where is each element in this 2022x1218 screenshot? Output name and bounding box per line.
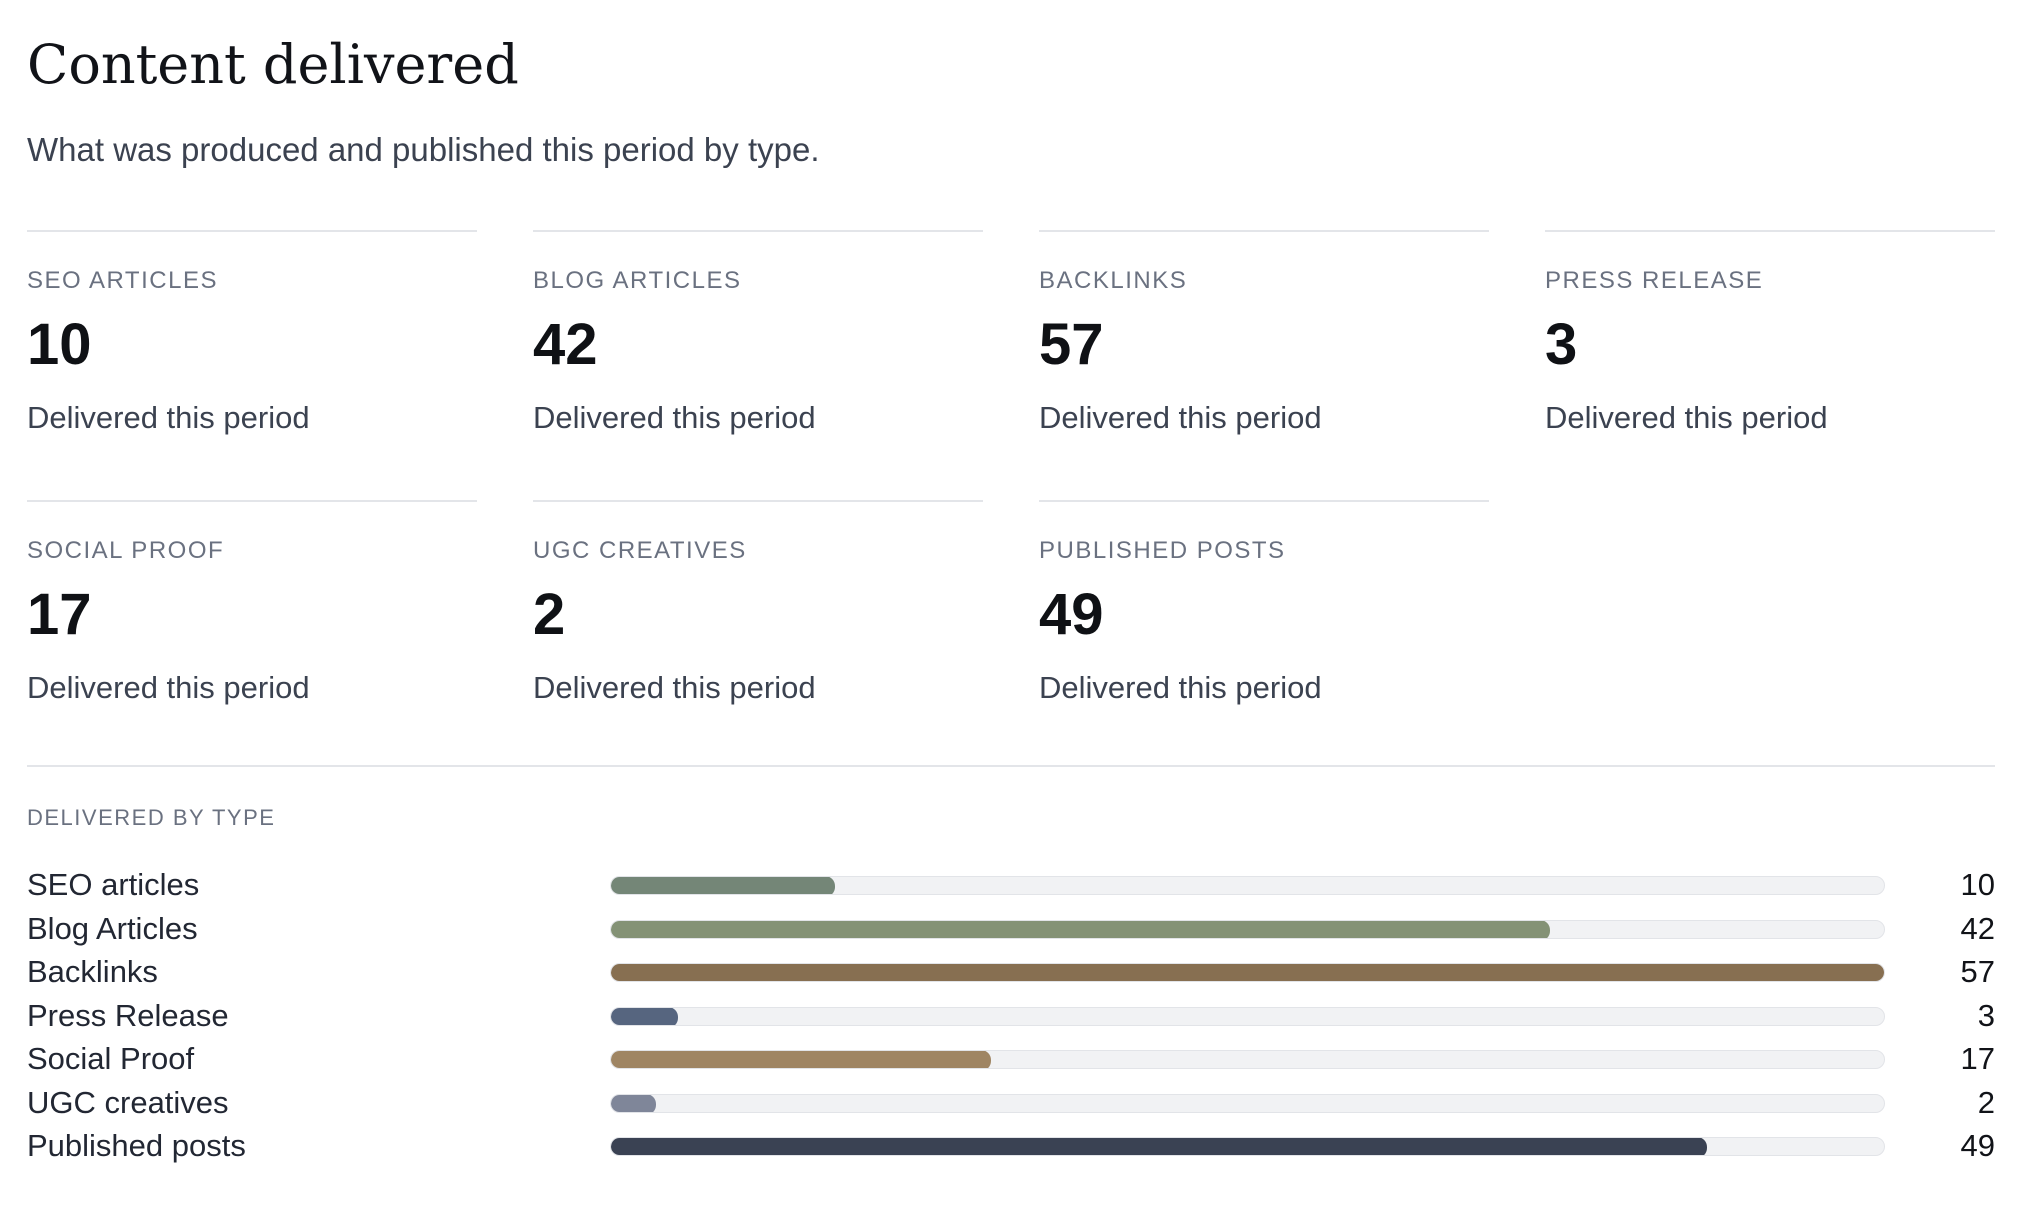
stat-label: BACKLINKS bbox=[1039, 267, 1188, 294]
bar-fill-ugc-creatives bbox=[611, 1094, 656, 1112]
bar-track bbox=[610, 1093, 1885, 1113]
bar-value: 3 bbox=[1977, 997, 1995, 1033]
bar-value: 42 bbox=[1960, 910, 1995, 946]
bar-value: 10 bbox=[1960, 867, 1995, 902]
bar-label: Backlinks bbox=[27, 954, 158, 989]
bar-track bbox=[610, 1137, 1885, 1156]
chart-title: DELIVERED BY TYPE bbox=[27, 805, 276, 830]
stat-card-social-proof: SOCIAL PROOF 17 Delivered this period bbox=[27, 500, 477, 770]
stat-card-backlinks: BACKLINKS 57 Delivered this period bbox=[1039, 230, 1489, 500]
stat-card-press-release: PRESS RELEASE 3 Delivered this period bbox=[1545, 230, 1995, 500]
bar-value: 2 bbox=[1977, 1084, 1995, 1120]
stat-caption: Delivered this period bbox=[1545, 400, 1828, 435]
stat-label: UGC CREATIVES bbox=[533, 537, 747, 564]
stat-caption: Delivered this period bbox=[533, 400, 816, 435]
bar-row-blog-articles: Blog Articles 42 bbox=[27, 907, 1995, 951]
bar-row-social-proof: Social Proof 17 bbox=[27, 1037, 1995, 1081]
bar-label: SEO articles bbox=[27, 867, 200, 902]
bar-label: Blog Articles bbox=[27, 910, 198, 946]
stat-value: 42 bbox=[533, 312, 598, 377]
bar-fill-blog-articles bbox=[611, 920, 1551, 938]
bar-track bbox=[610, 1006, 1885, 1026]
stat-card-ugc-creatives: UGC CREATIVES 2 Delivered this period bbox=[533, 500, 983, 770]
bar-row-backlinks: Backlinks 57 bbox=[27, 950, 1995, 994]
stat-value: 3 bbox=[1545, 312, 1578, 377]
stat-grid: SEO ARTICLES 10 Delivered this period BL… bbox=[27, 230, 1995, 770]
bar-fill-press-release bbox=[611, 1007, 679, 1025]
bar-value: 49 bbox=[1960, 1128, 1995, 1163]
stat-value: 10 bbox=[27, 312, 92, 377]
stat-label: SOCIAL PROOF bbox=[27, 537, 225, 564]
bar-row-published-posts: Published posts 49 bbox=[27, 1124, 1995, 1168]
bar-track bbox=[610, 876, 1885, 895]
stat-caption: Delivered this period bbox=[533, 670, 816, 705]
stat-label: PRESS RELEASE bbox=[1545, 267, 1764, 294]
page-subtitle: What was produced and published this per… bbox=[27, 131, 820, 168]
stat-card-published-posts: PUBLISHED POSTS 49 Delivered this period bbox=[1039, 500, 1489, 770]
stat-caption: Delivered this period bbox=[27, 670, 310, 705]
bar-fill-seo-articles bbox=[611, 877, 835, 894]
stat-card-seo-articles: SEO ARTICLES 10 Delivered this period bbox=[27, 230, 477, 500]
stat-label: BLOG ARTICLES bbox=[533, 267, 742, 294]
bar-label: Press Release bbox=[27, 997, 229, 1033]
section-divider bbox=[27, 765, 1995, 767]
stat-caption: Delivered this period bbox=[27, 400, 310, 435]
bar-value: 57 bbox=[1960, 954, 1995, 989]
bar-track bbox=[610, 919, 1885, 939]
stat-card-blog-articles: BLOG ARTICLES 42 Delivered this period bbox=[533, 230, 983, 500]
stat-label: SEO ARTICLES bbox=[27, 267, 218, 294]
bar-label: Published posts bbox=[27, 1128, 246, 1163]
bar-fill-backlinks bbox=[611, 964, 1884, 981]
bar-label: UGC creatives bbox=[27, 1084, 229, 1120]
bar-value: 17 bbox=[1960, 1041, 1995, 1076]
bar-fill-published-posts bbox=[611, 1138, 1708, 1155]
bar-row-press-release: Press Release 3 bbox=[27, 994, 1995, 1038]
stat-label: PUBLISHED POSTS bbox=[1039, 537, 1286, 564]
page-title: Content delivered bbox=[27, 33, 519, 96]
delivered-by-type-chart: SEO articles 10 Blog Articles 42 Backlinks 57… bbox=[27, 863, 1995, 1163]
bar-track bbox=[610, 963, 1885, 982]
stat-value: 2 bbox=[533, 582, 566, 647]
bar-fill-social-proof bbox=[611, 1051, 992, 1068]
stat-value: 49 bbox=[1039, 582, 1104, 647]
stat-caption: Delivered this period bbox=[1039, 400, 1322, 435]
bar-row-seo-articles: SEO articles 10 bbox=[27, 863, 1995, 907]
bar-label: Social Proof bbox=[27, 1041, 195, 1076]
stat-value: 57 bbox=[1039, 312, 1104, 377]
stat-caption: Delivered this period bbox=[1039, 670, 1322, 705]
bar-row-ugc-creatives: UGC creatives 2 bbox=[27, 1081, 1995, 1125]
stat-value: 17 bbox=[27, 582, 92, 647]
bar-track bbox=[610, 1050, 1885, 1069]
